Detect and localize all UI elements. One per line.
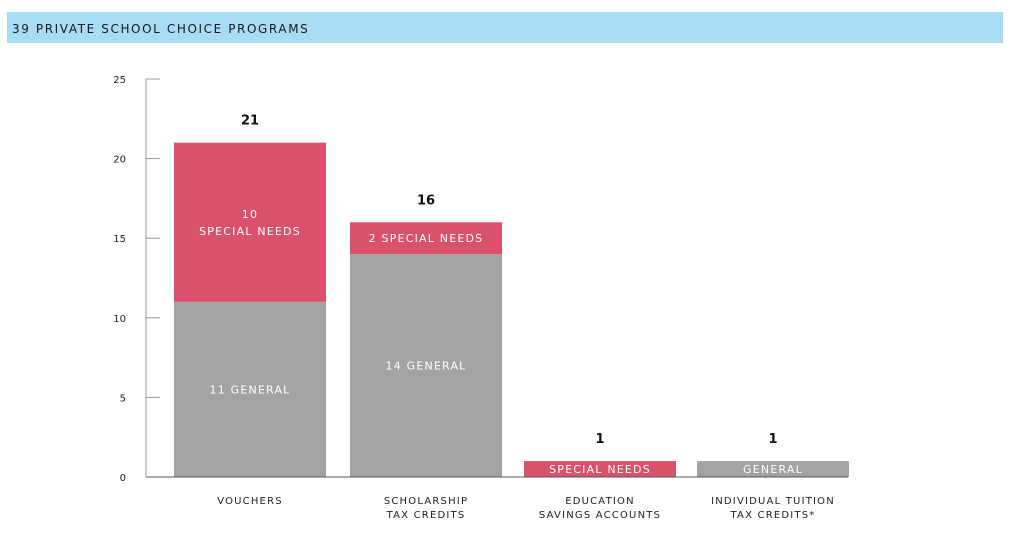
bar-segment-special_needs (174, 142, 326, 302)
y-tick-label: 20 (113, 155, 126, 166)
chart-title: 39 PRIVATE SCHOOL CHOICE PROGRAMS (12, 22, 310, 36)
y-tick-label: 10 (113, 314, 126, 325)
x-category-label: INDIVIDUAL TUITION (711, 496, 835, 507)
y-tick-label: 5 (120, 393, 126, 404)
x-category-label: VOUCHERS (217, 496, 283, 507)
bar-segment-general (350, 254, 502, 477)
segment-label: 11 GENERAL (210, 383, 291, 396)
bar-segment-special_needs (350, 222, 502, 255)
bar-segment-general (697, 461, 849, 477)
segment-label: SPECIAL NEEDS (549, 463, 651, 476)
x-category-label: TAX CREDITS* (730, 510, 816, 521)
y-tick-label: 15 (113, 234, 126, 245)
total-label: 1 (595, 432, 604, 447)
total-label: 1 (768, 432, 777, 447)
title-banner (7, 12, 1003, 43)
total-label: 21 (241, 114, 259, 129)
x-category-label: TAX CREDITS (386, 510, 466, 521)
total-label: 16 (417, 193, 435, 208)
x-category-label: EDUCATION (565, 496, 635, 507)
segment-label: 10 (242, 208, 258, 221)
bar-segment-special_needs (524, 461, 676, 477)
segment-label: GENERAL (743, 463, 803, 476)
x-category-label: SCHOLARSHIP (384, 496, 468, 507)
segment-label: SPECIAL NEEDS (199, 225, 301, 238)
y-tick-label: 25 (113, 75, 126, 86)
segment-label: 14 GENERAL (386, 360, 467, 373)
x-category-label: SAVINGS ACCOUNTS (539, 510, 661, 521)
bar-segment-general (174, 301, 326, 477)
y-tick-label: 0 (120, 473, 126, 484)
segment-label: 2 SPECIAL NEEDS (369, 232, 484, 245)
